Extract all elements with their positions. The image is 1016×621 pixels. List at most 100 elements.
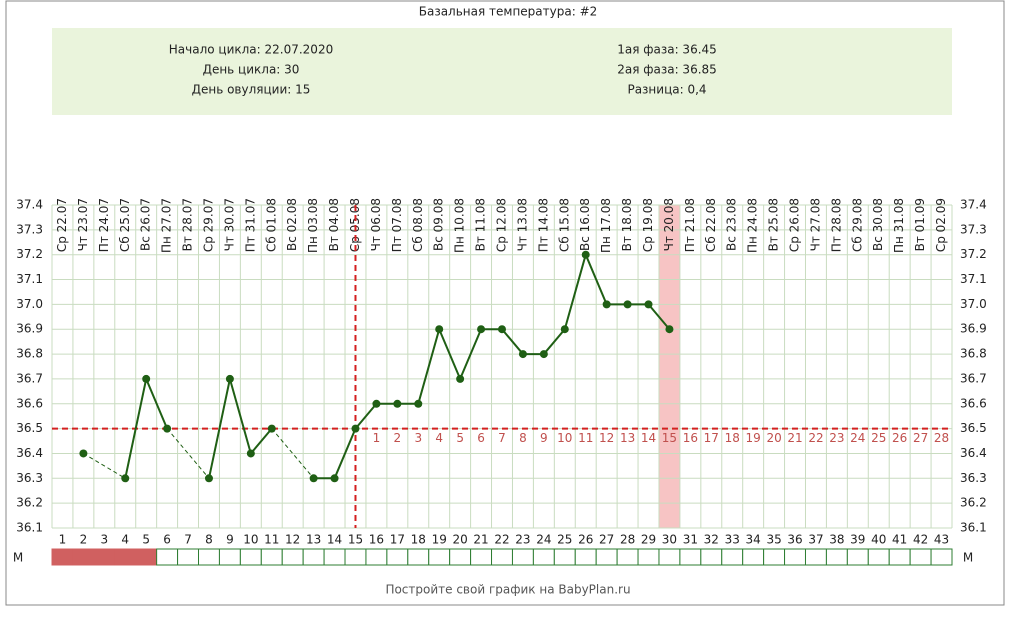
menstruation-cell — [198, 548, 220, 566]
date-label: Чт 30.07 — [222, 198, 236, 251]
line-segment — [647, 303, 671, 330]
day-label: 9 — [226, 533, 234, 547]
day-label: 35 — [766, 533, 781, 547]
day-label: 43 — [934, 533, 949, 547]
y-tick-label: 36.9 — [960, 322, 987, 336]
day-label: 36 — [787, 533, 802, 547]
day-label: 29 — [641, 533, 656, 547]
point — [602, 300, 611, 309]
date-label: Ср 26.08 — [788, 198, 802, 252]
day-label: 24 — [536, 533, 551, 547]
point — [644, 300, 653, 309]
date-label: Вс 30.08 — [871, 198, 885, 251]
date-label: Пт 21.08 — [683, 198, 697, 252]
point — [330, 474, 339, 483]
menstruation-cell — [742, 548, 765, 566]
line-segment — [354, 403, 378, 430]
menstruation-cell — [428, 548, 451, 566]
y-tick-label: 36.1 — [16, 521, 43, 535]
day-label: 32 — [704, 533, 719, 547]
current-day-highlight — [658, 205, 680, 528]
date-label: Чт 23.07 — [76, 198, 90, 251]
line-segment — [124, 378, 148, 479]
point — [665, 325, 674, 334]
day-label: 37 — [808, 533, 823, 547]
date-label: Пн 31.08 — [892, 198, 906, 253]
footer: Постройте свой график на BabyPlan.ru — [385, 583, 630, 597]
day-label: 31 — [683, 533, 698, 547]
date-label: Ср 02.09 — [934, 198, 948, 252]
point — [267, 424, 276, 433]
line-segment — [333, 428, 357, 479]
point — [477, 325, 486, 334]
menstruation-cell — [804, 548, 827, 566]
point — [435, 325, 444, 334]
menstruation-cell — [72, 548, 95, 566]
date-label: Ср 22.07 — [55, 198, 69, 252]
day-label: 39 — [850, 533, 865, 547]
y-tick-label: 37.2 — [16, 247, 43, 261]
y-tick-label: 37.4 — [960, 198, 987, 212]
y-tick-label: 36.3 — [960, 471, 987, 485]
point — [309, 474, 318, 483]
gap-segment — [271, 428, 315, 479]
menstruation-cell — [323, 548, 346, 566]
phase2-day-label: 12 — [599, 431, 614, 445]
menstruation-cell — [595, 548, 618, 566]
date-label: Сб 22.08 — [704, 198, 718, 252]
point — [393, 399, 402, 408]
menstruation-cell — [470, 548, 493, 566]
menstruation-cell — [302, 548, 325, 566]
date-label: Пт 31.07 — [243, 198, 257, 252]
point — [246, 449, 255, 458]
info-text: Начало цикла: 22.07.2020 — [169, 43, 333, 57]
day-label: 12 — [285, 533, 300, 547]
menstruation-cell — [511, 548, 534, 566]
phase2-day-label: 26 — [892, 431, 907, 445]
y-tick-label: 36.5 — [16, 421, 43, 435]
phase2-day-label: 17 — [704, 431, 719, 445]
date-label: Чт 06.08 — [369, 198, 383, 251]
point — [518, 350, 527, 359]
day-label: 1 — [59, 533, 67, 547]
point — [372, 399, 381, 408]
line-segment — [417, 328, 441, 405]
day-label: 17 — [390, 533, 405, 547]
date-label: Пт 24.07 — [97, 198, 111, 252]
menstruation-cell — [281, 548, 304, 566]
y-tick-label: 37.3 — [960, 222, 987, 236]
date-label: Пт 07.08 — [390, 198, 404, 252]
point — [498, 325, 506, 334]
menstruation-cell — [721, 548, 744, 566]
chart-title: Базальная температура: #2 — [419, 5, 598, 19]
y-tick-label: 36.1 — [960, 521, 987, 535]
point — [581, 250, 590, 259]
day-label: 19 — [432, 533, 447, 547]
info-text: День цикла: 30 — [203, 63, 300, 77]
menstruation-cell — [679, 548, 702, 566]
point — [539, 350, 548, 359]
day-label: 7 — [184, 533, 192, 547]
info-text: Разница: 0,4 — [627, 83, 706, 97]
day-label: 11 — [264, 533, 279, 547]
date-label: Сб 08.08 — [411, 198, 425, 252]
phase2-day-label: 7 — [498, 431, 506, 445]
date-label: Сб 29.08 — [850, 198, 864, 252]
point — [560, 325, 569, 334]
phase2-day-label: 1 — [373, 431, 381, 445]
phase2-day-label: 18 — [725, 431, 740, 445]
y-tick-label: 36.4 — [16, 446, 43, 460]
day-label: 10 — [243, 533, 258, 547]
phase2-day-label: 25 — [871, 431, 886, 445]
date-label: Пн 24.08 — [746, 198, 760, 253]
point — [225, 374, 234, 383]
info-text: 1ая фаза: 36.45 — [617, 43, 717, 57]
menstruation-label: М — [963, 551, 973, 565]
date-label: Вт 18.08 — [620, 198, 634, 251]
phase2-day-label: 3 — [414, 431, 422, 445]
menstruation-cell — [114, 548, 137, 566]
date-label: Вт 28.07 — [181, 198, 195, 251]
phase2-day-label: 13 — [620, 431, 635, 445]
y-tick-label: 36.5 — [960, 421, 987, 435]
point — [121, 474, 130, 483]
